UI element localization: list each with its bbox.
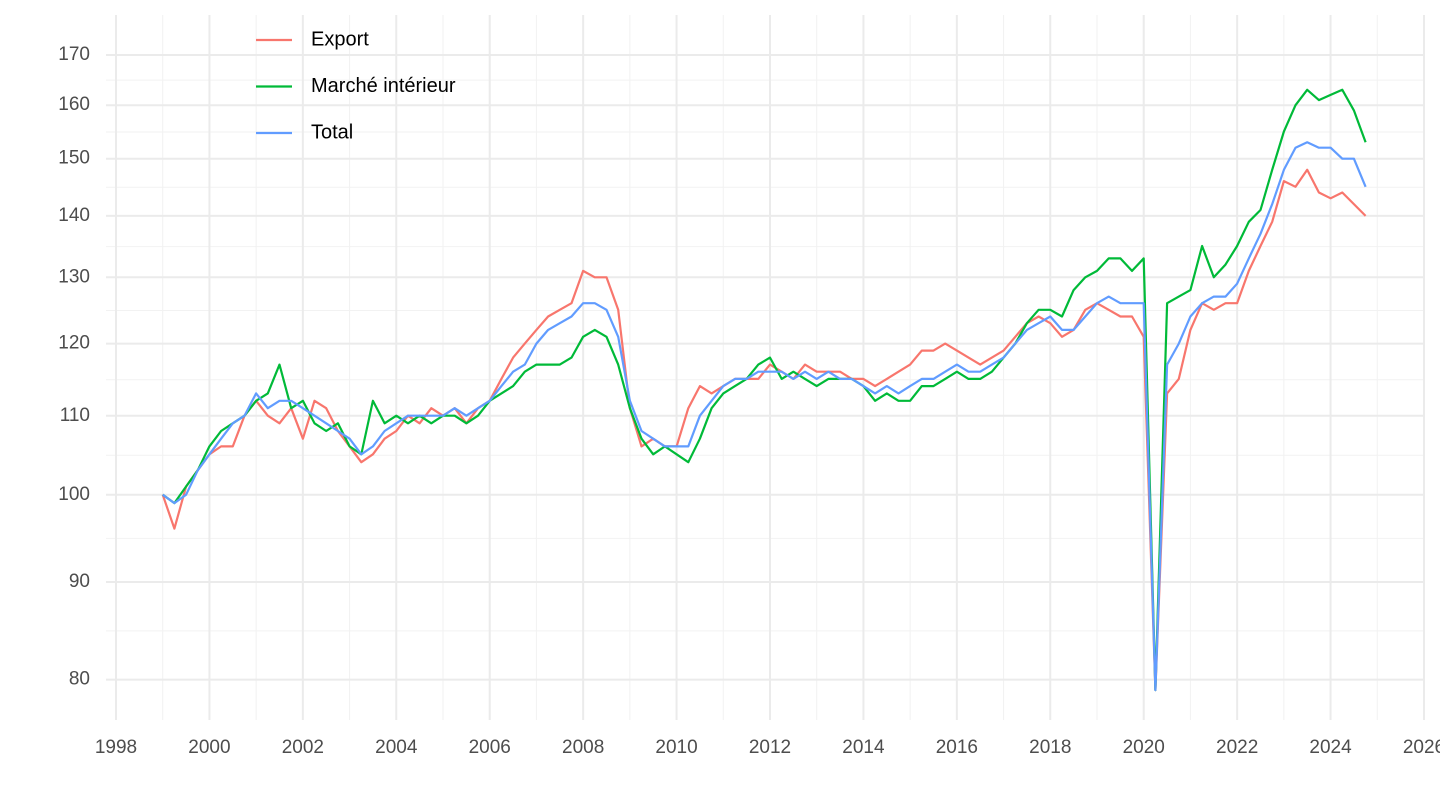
x-tick-label: 2012 [749, 737, 791, 758]
y-tick-label: 80 [69, 669, 90, 690]
legend-label: Total [311, 121, 353, 143]
y-tick-label: 100 [58, 484, 90, 505]
series-line [162, 88, 1367, 692]
x-tick-label: 2008 [562, 737, 604, 758]
x-tick-label: 2018 [1029, 737, 1071, 758]
x-tick-label: 2016 [936, 737, 978, 758]
x-tick-label: 2024 [1309, 737, 1352, 758]
x-tick-label: 2022 [1216, 737, 1258, 758]
y-tick-label: 150 [58, 148, 90, 169]
legend-label: Export [311, 28, 369, 50]
x-tick-label: 1998 [95, 737, 137, 758]
y-tick-label: 140 [58, 205, 90, 226]
y-tick-label: 130 [58, 266, 90, 287]
x-tick-label: 2000 [188, 737, 230, 758]
legend-label: Marché intérieur [311, 75, 456, 97]
y-tick-label: 110 [60, 405, 90, 426]
x-tick-label: 2004 [375, 737, 418, 758]
x-tick-label: 2014 [842, 737, 885, 758]
x-tick-label: 2006 [469, 737, 511, 758]
y-tick-label: 90 [69, 571, 90, 592]
y-tick-label: 120 [58, 333, 90, 354]
x-tick-label: 2010 [655, 737, 697, 758]
x-tick-label: 2020 [1123, 737, 1165, 758]
series-line [162, 141, 1367, 692]
y-tick-label: 160 [58, 94, 90, 115]
series-line [161, 168, 1367, 692]
y-tick-label: 170 [58, 44, 90, 65]
x-tick-label: 2002 [282, 737, 324, 758]
x-tick-label: 2026 [1403, 737, 1440, 758]
